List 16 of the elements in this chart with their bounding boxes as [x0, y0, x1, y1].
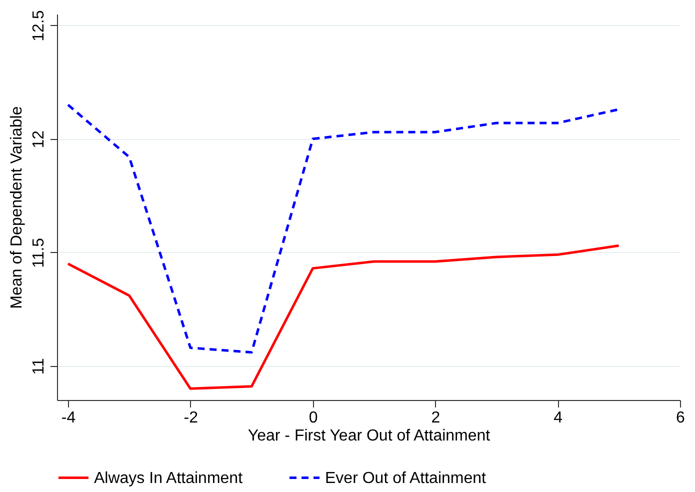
legend-label: Always In Attainment: [94, 470, 244, 487]
line-series: [66, 244, 620, 390]
y-tick-label: 11.5: [30, 238, 48, 268]
y-axis-title: Mean of Dependent Variable: [8, 106, 26, 309]
x-tick-label: 4: [554, 410, 563, 426]
line-series: [66, 104, 620, 354]
x-tick-label: -2: [184, 410, 198, 426]
x-tick-label: -4: [61, 410, 76, 426]
legend-label: Ever Out of Attainment: [325, 470, 487, 487]
y-tick-label: 12.5: [30, 10, 48, 42]
x-axis-title: Year - First Year Out of Attainment: [248, 428, 491, 444]
x-tick-label: 0: [308, 410, 318, 426]
x-tick-label: 2: [431, 410, 440, 426]
x-tick-label: 6: [676, 410, 686, 426]
y-tick-label: 11: [30, 358, 48, 375]
y-tick-label: 12: [30, 130, 48, 148]
